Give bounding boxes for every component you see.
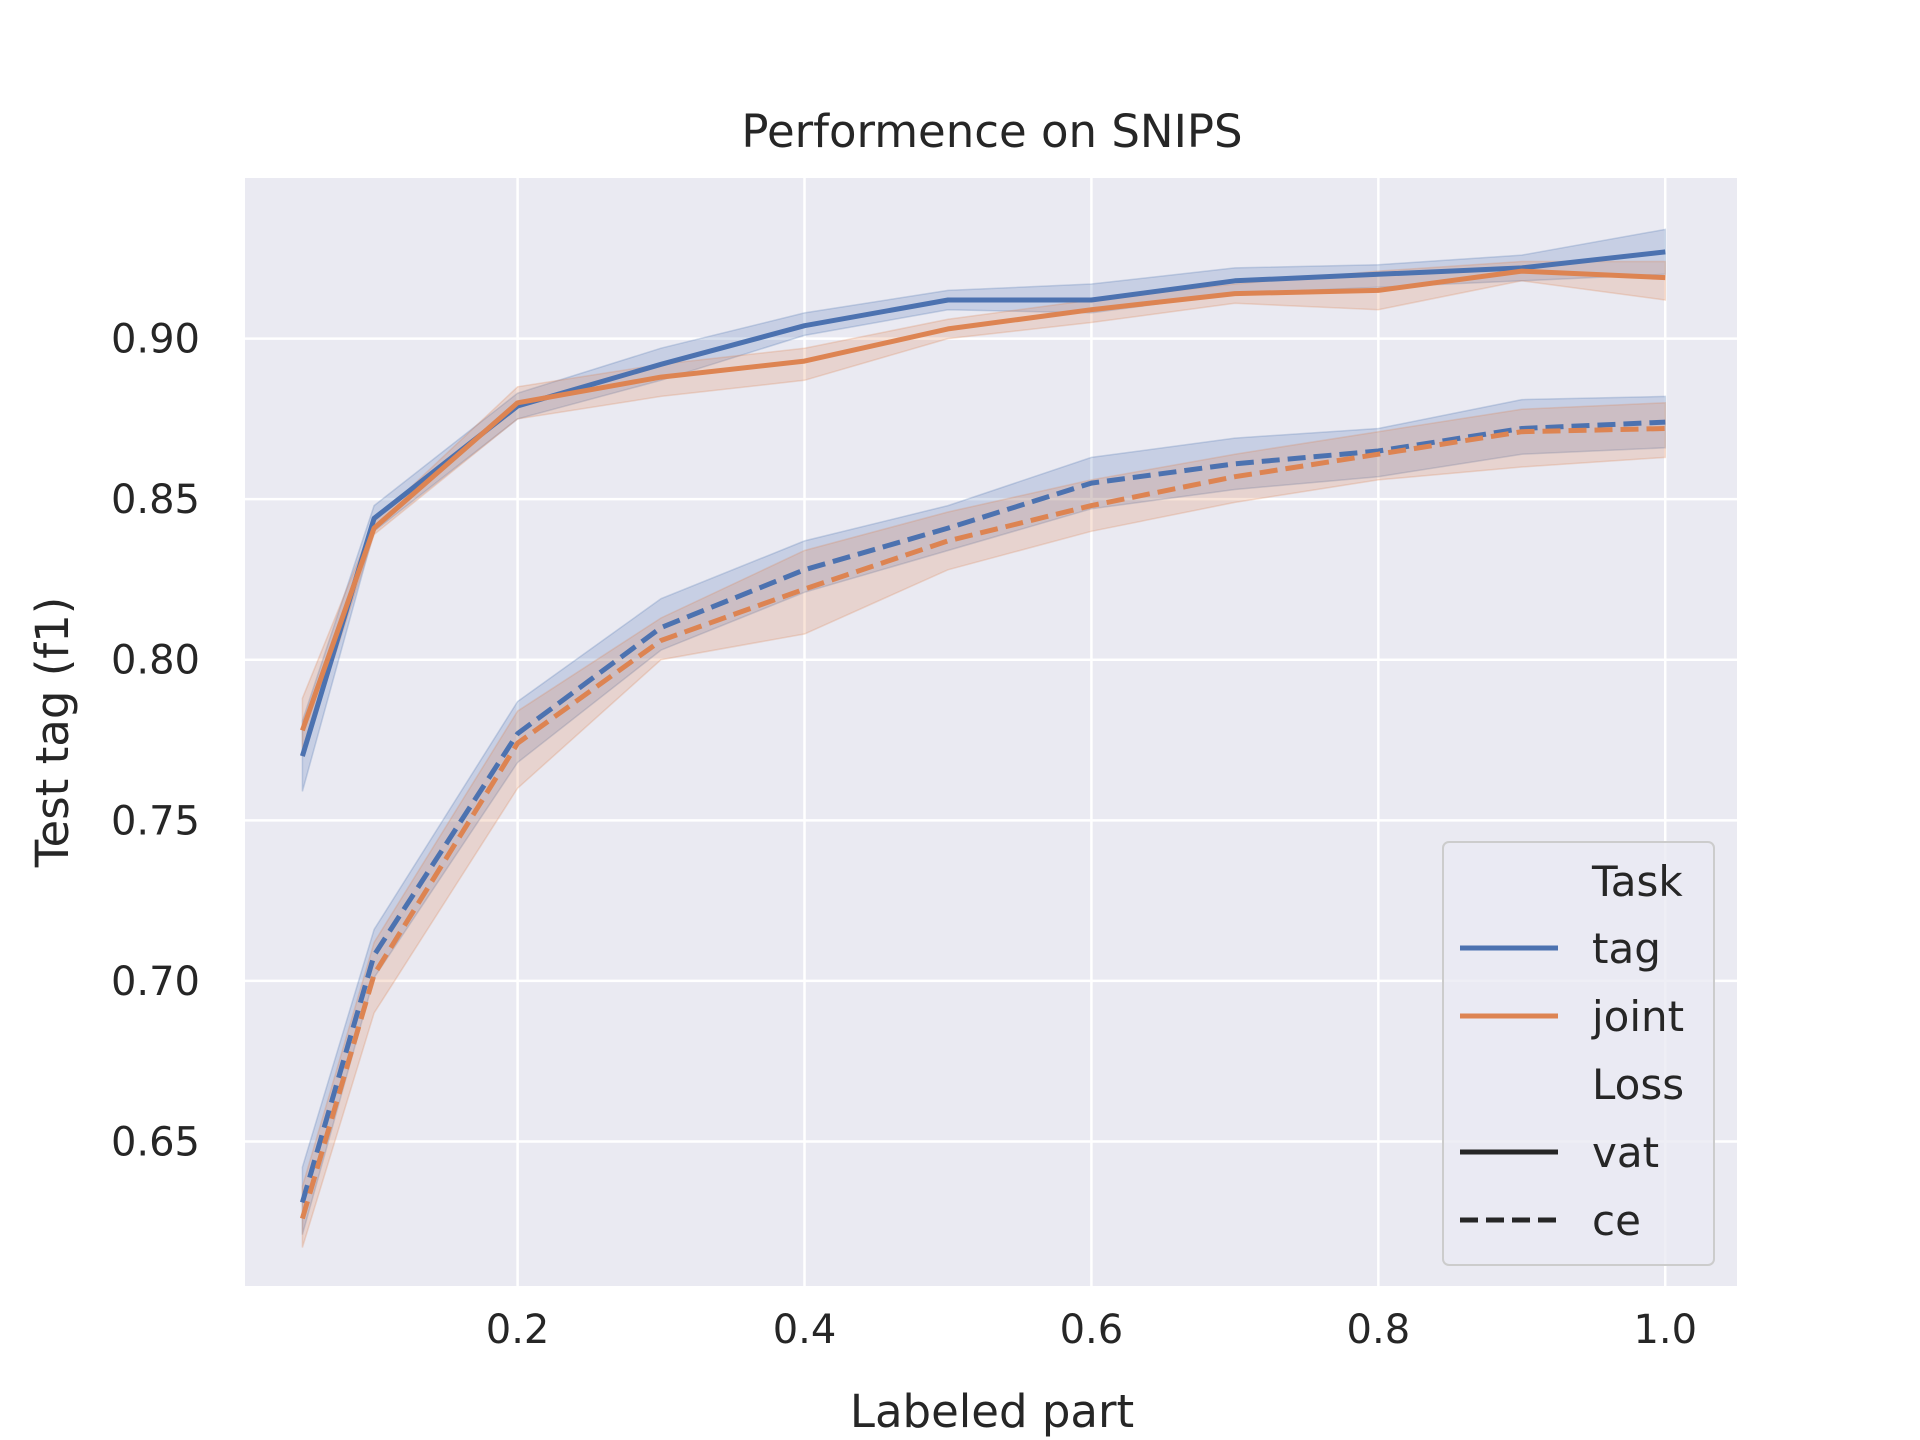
band-joint-vat [301, 260, 1667, 757]
line-joint-ce [300, 426, 1666, 1220]
x-axis-label: Labeled part [850, 1385, 1134, 1438]
x-tick-label: 0.4 [773, 1307, 837, 1353]
legend-joint-label: joint [1591, 992, 1684, 1041]
line-joint-vat [300, 268, 1666, 732]
y-tick-label: 0.90 [111, 317, 200, 363]
legend: Task tag joint Loss vat ce [1442, 841, 1715, 1266]
x-tick-label: 0.6 [1060, 1307, 1124, 1353]
legend-ce-label: ce [1592, 1196, 1641, 1245]
legend-vat-label: vat [1592, 1128, 1659, 1177]
y-tick-label: 0.75 [111, 798, 200, 844]
series-lines [299, 249, 1666, 1220]
legend-tag-label: tag [1592, 924, 1661, 973]
legend-task-header: Task [1591, 857, 1683, 906]
y-tick-label: 0.80 [111, 638, 200, 684]
y-tick-labels: 0.65 0.70 0.75 0.80 0.85 0.90 [111, 317, 200, 1166]
chart-title: Performence on SNIPS [741, 105, 1242, 158]
line-tag-ce [299, 419, 1666, 1204]
y-tick-label: 0.65 [111, 1119, 200, 1165]
y-tick-label: 0.70 [111, 959, 200, 1005]
legend-loss-header: Loss [1592, 1060, 1684, 1109]
x-tick-label: 0.8 [1347, 1307, 1411, 1353]
x-tick-label: 1.0 [1633, 1307, 1697, 1353]
y-axis-label: Test tag (f1) [26, 597, 79, 869]
y-tick-label: 0.85 [111, 477, 200, 523]
x-tick-labels: 0.2 0.4 0.6 0.8 1.0 [486, 1307, 1697, 1353]
x-tick-label: 0.2 [486, 1307, 550, 1353]
band-joint-ce [301, 402, 1667, 1248]
band-tag-ce [301, 395, 1667, 1235]
